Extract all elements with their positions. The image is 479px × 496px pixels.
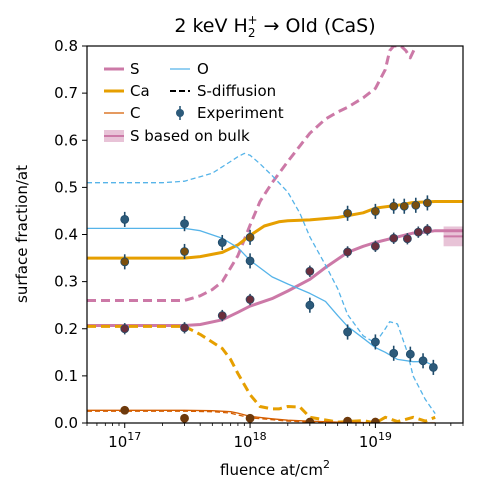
experiment-point-ca-1 bbox=[180, 243, 189, 260]
experiment-point-o-6 bbox=[370, 334, 380, 350]
legend-label: Experiment bbox=[197, 104, 284, 122]
experiment-point-o-3 bbox=[245, 253, 255, 269]
experiment-point-c-3 bbox=[305, 417, 315, 423]
experiment-point-s-10 bbox=[423, 224, 432, 236]
chart-title: 2 keV H2+ → Old (CaS) bbox=[174, 13, 375, 40]
x-tick-label: 1018 bbox=[234, 430, 267, 451]
x-tick-label: 1017 bbox=[108, 430, 141, 451]
experiment-point-o-5 bbox=[343, 324, 352, 340]
legend-label: S-diffusion bbox=[197, 82, 276, 100]
series-line-o bbox=[87, 227, 436, 367]
x-axis-label: fluence at/cm2 bbox=[220, 458, 330, 479]
experiment-point-c-5 bbox=[370, 417, 380, 423]
legend-entry-c: C bbox=[104, 104, 140, 122]
experiment-point-s-0 bbox=[120, 323, 130, 335]
legend-entry-s-diffusion: S-diffusion bbox=[170, 82, 276, 100]
x-axis-ticks: 1017 1018 1019 bbox=[86, 423, 464, 451]
y-axis-label: surface fraction/at bbox=[13, 165, 31, 303]
experiment-point-s-9 bbox=[413, 226, 423, 238]
experiment-point-s-6 bbox=[370, 240, 380, 252]
experiment-point-ca-7 bbox=[411, 197, 421, 213]
experiment-point-ca-4 bbox=[370, 203, 380, 219]
legend-entry-o: O bbox=[170, 60, 209, 78]
y-tick-label: 0.6 bbox=[54, 131, 78, 149]
experiment-point-s-2 bbox=[217, 309, 227, 322]
experiment-point-o-1 bbox=[180, 216, 189, 232]
legend-entry-s-based-on-bulk: S based on bulk bbox=[104, 127, 250, 145]
experiment-point-c-0 bbox=[120, 405, 130, 415]
experiment-point-s-1 bbox=[180, 322, 189, 334]
series-line-c bbox=[87, 409, 436, 423]
y-tick-label: 0.1 bbox=[54, 367, 78, 385]
chart-title-prefix: 2 keV H bbox=[174, 15, 247, 37]
experiment-markers bbox=[120, 195, 438, 423]
experiment-point-c-1 bbox=[180, 413, 189, 423]
y-tick-label: 0.2 bbox=[54, 320, 78, 338]
experiment-point-ca-3 bbox=[343, 205, 352, 221]
experiment-point-o-9 bbox=[418, 353, 428, 369]
experiment-point-ca-0 bbox=[120, 254, 130, 270]
experiment-point-o-7 bbox=[389, 345, 399, 361]
x-axis-label-text: fluence at/cm bbox=[220, 461, 323, 479]
experiment-point-s-3 bbox=[245, 293, 255, 306]
y-tick-label: 0.4 bbox=[54, 226, 78, 244]
x-axis-label-sup: 2 bbox=[323, 458, 330, 471]
experiment-point-ca-6 bbox=[399, 198, 409, 214]
legend-entry-ca: Ca bbox=[104, 82, 150, 100]
experiment-point-s-8 bbox=[402, 233, 412, 245]
series-line-s-diffusion-s bbox=[87, 46, 418, 302]
y-tick-label: 0.7 bbox=[54, 84, 78, 102]
legend-entry-s: S bbox=[104, 60, 140, 78]
chart-title-sup: + bbox=[247, 13, 257, 27]
experiment-point-o-4 bbox=[305, 297, 315, 313]
series-line-s-diffusion-c bbox=[87, 410, 436, 423]
legend-label: S based on bulk bbox=[130, 127, 250, 145]
legend-label: O bbox=[197, 60, 209, 78]
series-line-s-diffusion-o bbox=[87, 152, 436, 414]
experiment-point-o-0 bbox=[120, 211, 130, 227]
y-tick-label: 0.3 bbox=[54, 273, 78, 291]
experiment-point-o-2 bbox=[217, 234, 227, 251]
series-line-s-diffusion-ca bbox=[87, 324, 436, 423]
experiment-point-c-2 bbox=[245, 413, 255, 423]
chart-title-sub: 2 bbox=[248, 26, 256, 40]
series-line-ca bbox=[87, 200, 463, 260]
chart-title-suffix: → Old (CaS) bbox=[258, 15, 376, 37]
experiment-point-s-5 bbox=[343, 246, 352, 258]
legend-label: S bbox=[130, 60, 140, 78]
experiment-point-o-8 bbox=[405, 346, 415, 362]
experiment-point-s-7 bbox=[389, 232, 399, 244]
experiment-point-ca-5 bbox=[389, 198, 399, 214]
legend-label: Ca bbox=[130, 82, 150, 100]
legend-entry-experiment: Experiment bbox=[176, 104, 284, 122]
experiment-point-s-4 bbox=[305, 265, 315, 277]
experiment-point-ca-8 bbox=[423, 195, 432, 211]
x-tick-label: 1019 bbox=[359, 430, 392, 451]
legend-label: C bbox=[130, 104, 140, 122]
experiment-point-ca-2 bbox=[245, 229, 255, 245]
y-tick-label: 0.5 bbox=[54, 178, 78, 196]
experiment-point-o-10 bbox=[428, 359, 438, 375]
experiment-point-c-4 bbox=[343, 416, 352, 423]
legend: S O Ca S-diffusion C Experiment S based on bul… bbox=[104, 60, 284, 145]
y-tick-label: 0.0 bbox=[54, 414, 78, 432]
y-tick-label: 0.8 bbox=[54, 37, 78, 55]
y-axis-ticks: 0.0 0.1 0.2 0.3 0.4 0.5 0.6 0.7 0.8 bbox=[54, 37, 87, 432]
